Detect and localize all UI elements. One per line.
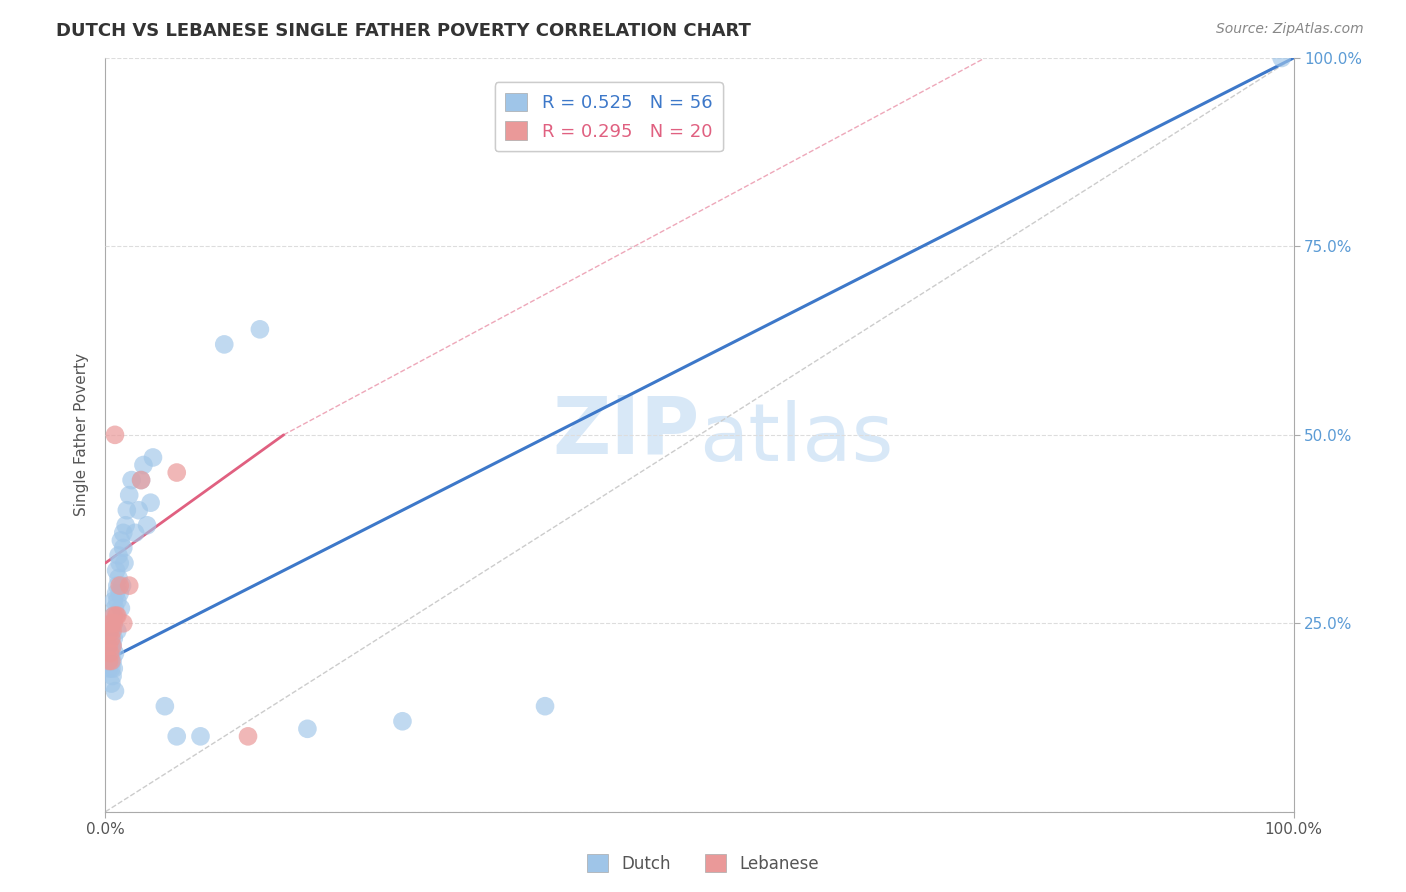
- Point: [115, 503, 138, 517]
- Point: [112, 525, 135, 540]
- Point: [104, 428, 127, 442]
- Text: ZIP: ZIP: [553, 392, 700, 470]
- Point: [114, 518, 136, 533]
- Point: [121, 473, 143, 487]
- Point: [166, 466, 188, 480]
- Point: [100, 661, 122, 675]
- Point: [104, 601, 127, 615]
- Point: [103, 616, 125, 631]
- Point: [105, 593, 128, 607]
- Point: [103, 661, 125, 675]
- Point: [214, 337, 236, 351]
- Point: [118, 579, 141, 593]
- Point: [110, 533, 132, 548]
- Point: [100, 676, 122, 690]
- Point: [105, 624, 128, 638]
- Legend: Dutch, Lebanese: Dutch, Lebanese: [581, 847, 825, 880]
- Point: [101, 624, 124, 638]
- Point: [101, 654, 124, 668]
- Text: Source: ZipAtlas.com: Source: ZipAtlas.com: [1216, 22, 1364, 37]
- Point: [101, 616, 124, 631]
- Point: [98, 647, 121, 661]
- Point: [132, 458, 155, 472]
- Point: [297, 722, 319, 736]
- Point: [136, 518, 159, 533]
- Point: [101, 639, 124, 653]
- Point: [100, 616, 122, 631]
- Text: DUTCH VS LEBANESE SINGLE FATHER POVERTY CORRELATION CHART: DUTCH VS LEBANESE SINGLE FATHER POVERTY …: [56, 22, 751, 40]
- Point: [108, 579, 131, 593]
- Point: [236, 730, 259, 744]
- Point: [108, 556, 131, 570]
- Point: [100, 647, 122, 661]
- Point: [391, 714, 413, 729]
- Legend: R = 0.525   N = 56, R = 0.295   N = 20: R = 0.525 N = 56, R = 0.295 N = 20: [495, 82, 723, 152]
- Point: [105, 579, 128, 593]
- Text: atlas: atlas: [700, 400, 894, 477]
- Point: [112, 541, 135, 555]
- Point: [112, 616, 135, 631]
- Point: [249, 322, 271, 336]
- Point: [129, 473, 152, 487]
- Point: [103, 608, 125, 623]
- Point: [153, 699, 176, 714]
- Point: [98, 632, 121, 646]
- Point: [105, 564, 128, 578]
- Point: [107, 571, 129, 585]
- Point: [98, 647, 121, 661]
- Point: [98, 624, 121, 638]
- Point: [100, 654, 122, 668]
- Point: [104, 647, 127, 661]
- Point: [98, 661, 121, 675]
- Point: [1271, 51, 1294, 65]
- Point: [100, 632, 122, 646]
- Point: [108, 586, 131, 600]
- Point: [110, 601, 132, 615]
- Point: [129, 473, 152, 487]
- Point: [534, 699, 557, 714]
- Point: [98, 639, 121, 653]
- Point: [98, 639, 121, 653]
- Point: [100, 639, 122, 653]
- Point: [105, 608, 128, 623]
- Point: [124, 525, 146, 540]
- Point: [103, 632, 125, 646]
- Y-axis label: Single Father Poverty: Single Father Poverty: [75, 353, 90, 516]
- Point: [111, 579, 134, 593]
- Point: [105, 608, 128, 623]
- Point: [101, 669, 124, 683]
- Point: [107, 549, 129, 563]
- Point: [98, 654, 121, 668]
- Point: [128, 503, 150, 517]
- Point: [103, 593, 125, 607]
- Point: [166, 730, 188, 744]
- Point: [139, 496, 162, 510]
- Point: [103, 608, 125, 623]
- Point: [142, 450, 165, 465]
- Point: [114, 556, 136, 570]
- Point: [190, 730, 212, 744]
- Point: [101, 639, 124, 653]
- Point: [105, 586, 128, 600]
- Point: [100, 624, 122, 638]
- Point: [98, 654, 121, 668]
- Point: [118, 488, 141, 502]
- Point: [104, 684, 127, 698]
